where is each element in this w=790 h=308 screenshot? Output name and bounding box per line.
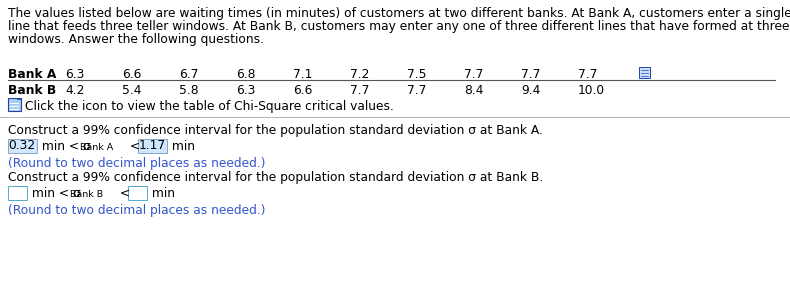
Text: Bank B: Bank B: [70, 190, 103, 199]
Text: 7.7: 7.7: [350, 84, 370, 97]
Text: 10.0: 10.0: [578, 84, 605, 97]
Text: 7.1: 7.1: [293, 68, 312, 81]
Text: 5.4: 5.4: [122, 84, 141, 97]
FancyBboxPatch shape: [7, 139, 36, 152]
Text: Bank A: Bank A: [8, 68, 56, 81]
Text: 5.8: 5.8: [179, 84, 198, 97]
FancyBboxPatch shape: [639, 67, 650, 78]
Text: 0.32: 0.32: [9, 139, 36, 152]
Text: 9.4: 9.4: [521, 84, 540, 97]
Text: Click the icon to view the table of Chi-Square critical values.: Click the icon to view the table of Chi-…: [25, 100, 394, 113]
Text: <: <: [116, 187, 134, 200]
Text: 6.8: 6.8: [236, 68, 255, 81]
Text: 7.2: 7.2: [350, 68, 370, 81]
Text: 7.7: 7.7: [521, 68, 540, 81]
Text: 6.6: 6.6: [122, 68, 141, 81]
Text: min: min: [148, 187, 175, 200]
FancyBboxPatch shape: [127, 185, 146, 200]
Text: Construct a 99% confidence interval for the population standard deviation σ at B: Construct a 99% confidence interval for …: [8, 124, 543, 137]
FancyBboxPatch shape: [8, 98, 21, 111]
Text: 8.4: 8.4: [464, 84, 483, 97]
Text: Bank B: Bank B: [8, 84, 56, 97]
Text: Bank A: Bank A: [80, 143, 113, 152]
Text: min < σ: min < σ: [38, 140, 91, 153]
Text: 6.3: 6.3: [236, 84, 255, 97]
Text: 7.7: 7.7: [464, 68, 483, 81]
Text: 1.17: 1.17: [138, 139, 166, 152]
Text: 6.6: 6.6: [293, 84, 312, 97]
Text: min < σ: min < σ: [28, 187, 81, 200]
Text: 7.7: 7.7: [407, 84, 427, 97]
Text: 6.7: 6.7: [179, 68, 198, 81]
FancyBboxPatch shape: [7, 185, 27, 200]
Text: min: min: [168, 140, 195, 153]
FancyBboxPatch shape: [137, 139, 167, 152]
Text: line that feeds three teller windows. At Bank B, customers may enter any one of : line that feeds three teller windows. At…: [8, 20, 790, 33]
Text: Construct a 99% confidence interval for the population standard deviation σ at B: Construct a 99% confidence interval for …: [8, 171, 544, 184]
Text: 4.2: 4.2: [65, 84, 85, 97]
Text: The values listed below are waiting times (in minutes) of customers at two diffe: The values listed below are waiting time…: [8, 7, 790, 20]
Text: (Round to two decimal places as needed.): (Round to two decimal places as needed.): [8, 157, 265, 170]
Text: 7.5: 7.5: [407, 68, 427, 81]
Text: <: <: [126, 140, 144, 153]
Text: windows. Answer the following questions.: windows. Answer the following questions.: [8, 33, 264, 46]
Text: 6.3: 6.3: [65, 68, 85, 81]
Text: (Round to two decimal places as needed.): (Round to two decimal places as needed.): [8, 204, 265, 217]
Text: 7.7: 7.7: [578, 68, 597, 81]
